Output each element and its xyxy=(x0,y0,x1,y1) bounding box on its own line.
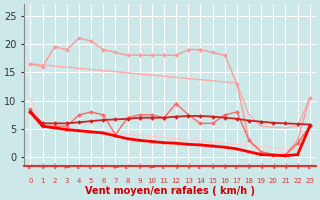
Text: ↓: ↓ xyxy=(246,162,252,171)
Text: ←: ← xyxy=(112,162,119,171)
Text: ↙: ↙ xyxy=(27,162,34,171)
Text: ↙: ↙ xyxy=(197,162,204,171)
Text: ↙: ↙ xyxy=(234,162,240,171)
Text: ↓: ↓ xyxy=(185,162,191,171)
Text: ↙: ↙ xyxy=(307,162,313,171)
Text: ↙: ↙ xyxy=(76,162,82,171)
Text: ↙: ↙ xyxy=(100,162,107,171)
Text: ↙: ↙ xyxy=(88,162,94,171)
Text: ↓: ↓ xyxy=(52,162,58,171)
Text: ↓: ↓ xyxy=(209,162,216,171)
Text: ↓: ↓ xyxy=(173,162,179,171)
Text: ↓: ↓ xyxy=(137,162,143,171)
Text: ←: ← xyxy=(149,162,155,171)
Text: ↓: ↓ xyxy=(294,162,301,171)
Text: ↓: ↓ xyxy=(221,162,228,171)
X-axis label: Vent moyen/en rafales ( km/h ): Vent moyen/en rafales ( km/h ) xyxy=(85,186,255,196)
Text: ↓: ↓ xyxy=(258,162,264,171)
Text: ↙: ↙ xyxy=(161,162,167,171)
Text: ↓: ↓ xyxy=(270,162,276,171)
Text: ↙: ↙ xyxy=(124,162,131,171)
Text: ←: ← xyxy=(64,162,70,171)
Text: ↓: ↓ xyxy=(39,162,46,171)
Text: ↓: ↓ xyxy=(282,162,289,171)
